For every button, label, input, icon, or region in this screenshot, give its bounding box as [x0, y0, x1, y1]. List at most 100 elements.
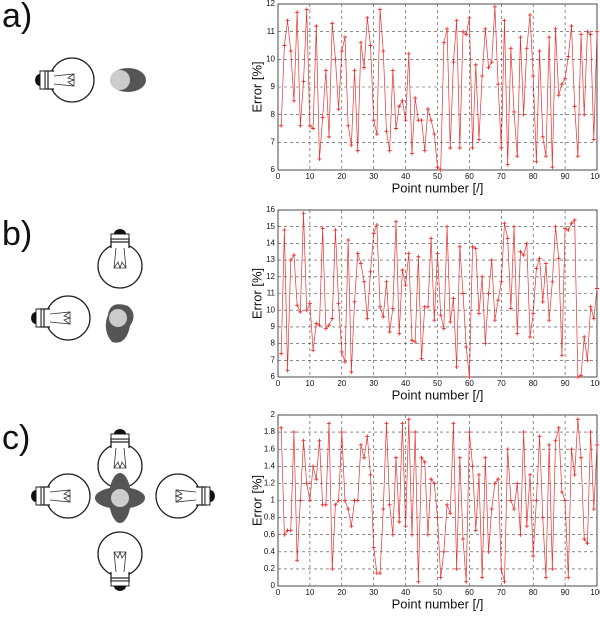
data-point: [381, 314, 386, 319]
y-tick-label: 16: [266, 205, 275, 214]
data-point: [445, 224, 450, 229]
x-tick-label: 40: [401, 588, 410, 597]
data-point: [291, 98, 296, 103]
data-point: [378, 304, 383, 309]
data-point: [582, 112, 587, 117]
data-point: [311, 348, 316, 353]
data-point: [311, 464, 316, 469]
panel-label: b): [2, 215, 32, 253]
x-tick-label: 90: [561, 379, 570, 388]
data-point: [531, 311, 536, 316]
data-point: [543, 575, 548, 580]
data-point: [323, 502, 328, 507]
x-tick-label: 60: [465, 172, 474, 181]
data-point: [406, 417, 411, 422]
data-point: [441, 549, 446, 554]
data-point: [365, 316, 370, 321]
data-point: [582, 536, 587, 541]
data-point: [489, 507, 494, 512]
data-point: [301, 79, 306, 84]
data-point: [400, 98, 405, 103]
y-tick-label: 0: [271, 581, 276, 590]
data-point: [492, 318, 497, 323]
data-point: [575, 375, 580, 379]
data-point: [572, 218, 577, 223]
data-point: [556, 93, 561, 98]
data-point: [476, 311, 481, 316]
data-point: [339, 349, 344, 354]
y-tick-label: 13: [266, 255, 275, 264]
data-point: [403, 283, 408, 288]
data-point: [327, 134, 332, 139]
data-point: [579, 373, 584, 378]
data-point: [323, 326, 328, 331]
data-point: [461, 536, 466, 541]
data-point: [346, 123, 351, 128]
data-point: [368, 472, 373, 477]
data-point: [279, 351, 284, 356]
data-point: [413, 430, 418, 435]
data-point: [508, 498, 513, 503]
data-point: [543, 261, 548, 266]
data-point: [394, 219, 399, 224]
x-tick-label: 10: [305, 588, 314, 597]
data-point: [409, 151, 414, 156]
data-point: [521, 430, 526, 435]
x-axis-label: Point number [/]: [392, 180, 484, 195]
data-point: [387, 329, 392, 334]
x-tick-label: 90: [561, 588, 570, 597]
data-point: [537, 256, 542, 261]
y-tick-label: 8: [271, 339, 276, 348]
data-point: [470, 244, 475, 249]
data-point: [416, 579, 421, 584]
data-point: [515, 481, 520, 486]
data-point: [518, 249, 523, 254]
data-point: [425, 107, 430, 112]
data-point: [311, 126, 316, 131]
data-point: [419, 455, 424, 460]
y-tick-label: 12: [266, 0, 275, 8]
data-point: [547, 318, 552, 323]
x-tick-label: 80: [529, 172, 538, 181]
data-point: [320, 115, 325, 120]
x-tick-label: 100: [590, 172, 600, 181]
data-point: [438, 168, 443, 172]
data-point: [301, 438, 306, 443]
y-tick-label: 0.2: [264, 564, 276, 573]
data-point: [591, 316, 596, 321]
data-point: [575, 417, 580, 422]
data-point: [298, 123, 303, 128]
data-point: [285, 368, 290, 373]
data-point: [413, 339, 418, 344]
data-point: [521, 112, 526, 117]
data-point: [397, 331, 402, 336]
x-tick-label: 0: [276, 379, 281, 388]
y-axis-label: Error [%]: [249, 475, 264, 526]
data-point: [547, 35, 552, 40]
data-point: [327, 421, 332, 426]
data-point: [352, 68, 357, 73]
data-point: [489, 60, 494, 65]
data-point: [467, 430, 472, 435]
data-point: [368, 269, 373, 274]
data-point: [579, 455, 584, 460]
data-point: [432, 318, 437, 323]
data-point: [279, 123, 284, 128]
data-point: [489, 258, 494, 263]
data-point: [342, 498, 347, 503]
data-point: [534, 159, 539, 164]
data-point: [585, 29, 590, 34]
x-tick-label: 80: [529, 379, 538, 388]
data-point: [595, 442, 599, 447]
x-tick-label: 60: [465, 379, 474, 388]
data-point: [550, 279, 555, 284]
data-point: [540, 299, 545, 304]
data-point: [559, 353, 564, 358]
data-point: [547, 442, 552, 447]
data-point: [537, 434, 542, 439]
data-point: [387, 148, 392, 153]
data-point: [595, 29, 599, 34]
data-point: [470, 145, 475, 150]
data-point: [400, 421, 405, 426]
data-point: [330, 566, 335, 571]
